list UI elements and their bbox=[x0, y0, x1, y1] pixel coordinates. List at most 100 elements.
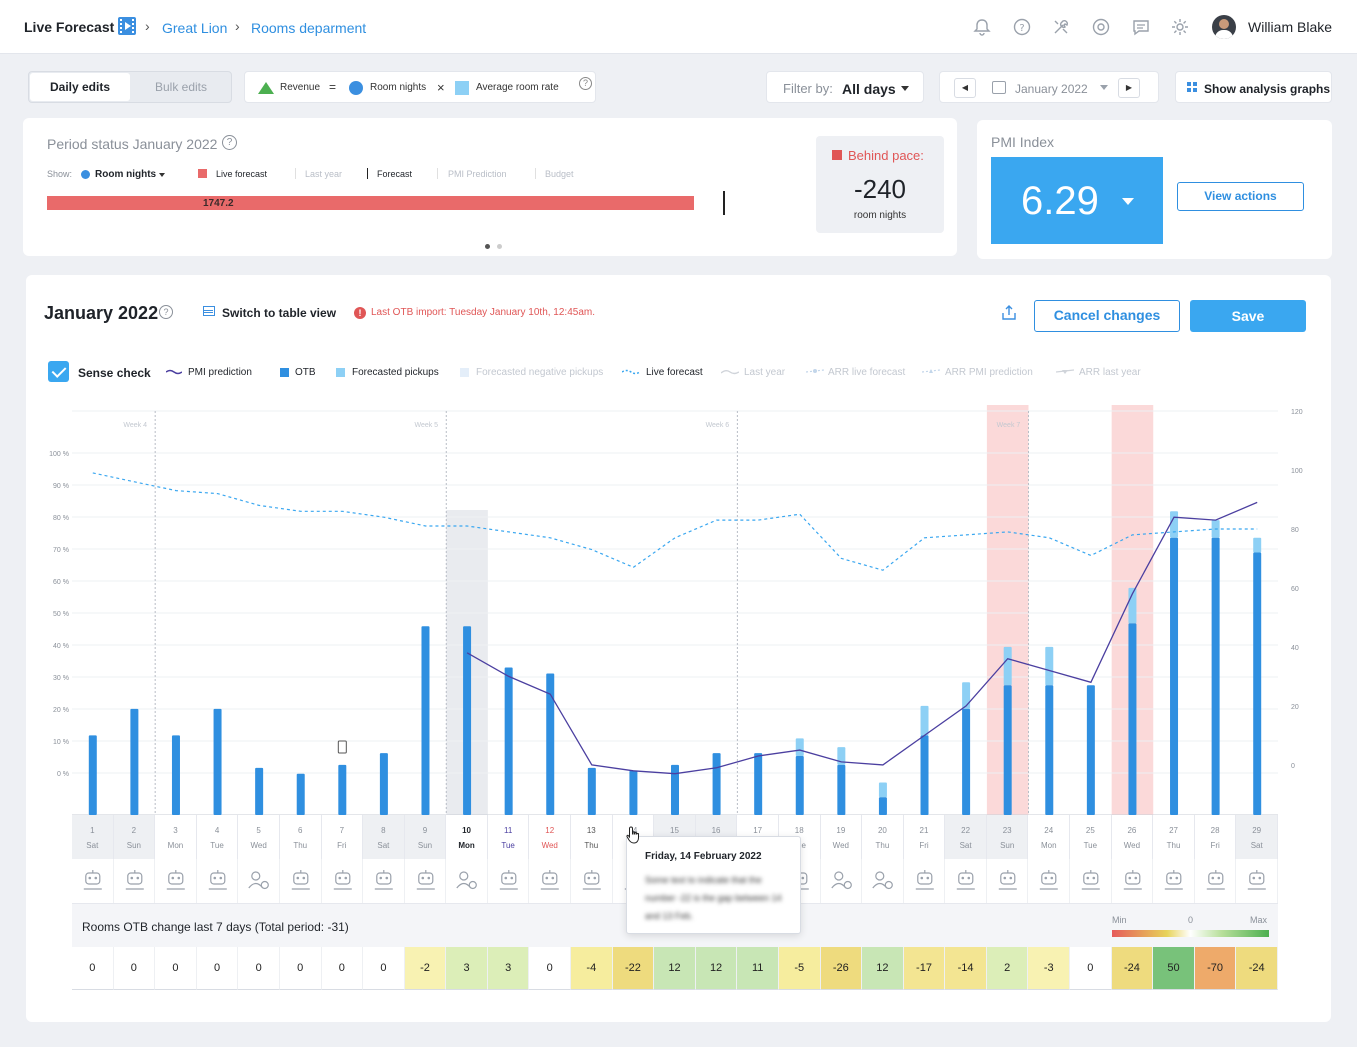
carousel-dot-active[interactable] bbox=[485, 244, 490, 249]
user-settings-icon[interactable] bbox=[446, 859, 488, 903]
help-icon[interactable]: ? bbox=[1012, 17, 1032, 37]
save-button[interactable]: Save bbox=[1190, 300, 1306, 332]
date-cell[interactable]: 23 Sun bbox=[986, 815, 1029, 859]
breadcrumb-department[interactable]: Rooms deparment bbox=[251, 20, 367, 36]
date-cell[interactable]: 27 Thu bbox=[1153, 815, 1195, 859]
date-cell[interactable]: 9 Sun bbox=[404, 815, 447, 859]
date-cell[interactable]: 19 Wed bbox=[820, 815, 863, 859]
robot-icon[interactable] bbox=[904, 859, 946, 903]
otb-change-cell[interactable]: 2 bbox=[986, 947, 1029, 990]
bulk-edits-tab[interactable]: Bulk edits bbox=[154, 80, 208, 94]
robot-icon[interactable] bbox=[1153, 859, 1195, 903]
daily-edits-tab[interactable]: Daily edits bbox=[30, 73, 130, 101]
otb-change-cell[interactable]: 0 bbox=[238, 947, 280, 990]
robot-icon[interactable] bbox=[280, 859, 322, 903]
tools-icon[interactable] bbox=[1051, 17, 1071, 37]
otb-change-cell[interactable]: -24 bbox=[1111, 947, 1154, 990]
breadcrumb-hotel[interactable]: Great Lion bbox=[162, 20, 228, 36]
date-cell[interactable]: 6 Thu bbox=[279, 815, 322, 859]
otb-change-cell[interactable]: -4 bbox=[571, 947, 613, 990]
otb-change-cell[interactable]: 3 bbox=[446, 947, 488, 990]
help-icon[interactable]: ? bbox=[579, 77, 592, 90]
otb-change-cell[interactable]: 0 bbox=[72, 947, 114, 990]
cancel-changes-button[interactable]: Cancel changes bbox=[1034, 300, 1180, 332]
robot-icon[interactable] bbox=[1028, 859, 1071, 903]
legend-live-forecast[interactable]: Live forecast bbox=[216, 169, 268, 179]
otb-change-cell[interactable]: -26 bbox=[820, 947, 863, 990]
otb-change-cell[interactable]: -3 bbox=[1028, 947, 1071, 990]
date-cell[interactable]: 11 Tue bbox=[487, 815, 530, 859]
user-name[interactable]: William Blake bbox=[1248, 19, 1333, 35]
otb-change-cell[interactable]: 12 bbox=[862, 947, 904, 990]
robot-icon[interactable] bbox=[488, 859, 530, 903]
legend-forecasted-negative-pickups[interactable]: Forecasted negative pickups bbox=[476, 367, 604, 378]
robot-icon[interactable] bbox=[322, 859, 364, 903]
caret-down-icon[interactable] bbox=[1122, 198, 1134, 205]
user-settings-icon[interactable] bbox=[862, 859, 904, 903]
switch-table-view-link[interactable]: Switch to table view bbox=[222, 306, 337, 320]
otb-change-cell[interactable]: 12 bbox=[654, 947, 696, 990]
legend-budget[interactable]: Budget bbox=[545, 169, 574, 179]
otb-change-cell[interactable]: -70 bbox=[1194, 947, 1237, 990]
user-settings-icon[interactable] bbox=[238, 859, 280, 903]
date-cell[interactable]: 29 Sat bbox=[1236, 815, 1278, 859]
share-icon[interactable] bbox=[1001, 305, 1017, 321]
otb-change-cell[interactable]: 3 bbox=[487, 947, 530, 990]
date-cell[interactable]: 2 Sun bbox=[113, 815, 156, 859]
date-cell[interactable]: 28 Fri bbox=[1194, 815, 1237, 859]
filter-dropdown[interactable]: Filter by: All days bbox=[766, 71, 924, 103]
bell-icon[interactable] bbox=[972, 17, 992, 37]
otb-change-cell[interactable]: 50 bbox=[1153, 947, 1195, 990]
date-cell[interactable]: 10 Mon bbox=[446, 815, 488, 859]
avatar[interactable] bbox=[1212, 15, 1236, 39]
legend-last-year[interactable]: Last year bbox=[305, 169, 343, 179]
pmi-value-box[interactable]: 6.29 bbox=[991, 157, 1163, 244]
legend-arr-last-year[interactable]: ARR last year bbox=[1079, 367, 1141, 378]
caret-down-icon[interactable] bbox=[159, 173, 165, 177]
robot-icon[interactable] bbox=[1070, 859, 1112, 903]
view-actions-button[interactable]: View actions bbox=[1177, 182, 1304, 211]
show-select[interactable]: Room nights bbox=[95, 169, 157, 180]
otb-change-cell[interactable]: -17 bbox=[903, 947, 946, 990]
table-view-icon[interactable] bbox=[203, 306, 215, 316]
legend-live-forecast[interactable]: Live forecast bbox=[646, 367, 703, 378]
help-icon[interactable]: ? bbox=[222, 135, 237, 150]
robot-icon[interactable] bbox=[114, 859, 156, 903]
date-cell[interactable]: 3 Mon bbox=[155, 815, 197, 859]
otb-change-cell[interactable]: 11 bbox=[737, 947, 779, 990]
date-cell[interactable]: 12 Wed bbox=[529, 815, 572, 859]
legend-pmi-prediction[interactable]: PMI prediction bbox=[188, 367, 252, 378]
show-analysis-graphs-button[interactable]: Show analysis graphs bbox=[1175, 71, 1332, 103]
robot-icon[interactable] bbox=[1195, 859, 1237, 903]
robot-icon[interactable] bbox=[1112, 859, 1154, 903]
robot-icon[interactable] bbox=[571, 859, 613, 903]
otb-change-cell[interactable]: 12 bbox=[695, 947, 738, 990]
robot-icon[interactable] bbox=[197, 859, 239, 903]
legend-arr-live-forecast[interactable]: ARR live forecast bbox=[828, 367, 906, 378]
otb-change-cell[interactable]: -2 bbox=[404, 947, 447, 990]
otb-change-cell[interactable]: -5 bbox=[778, 947, 821, 990]
otb-change-cell[interactable]: 0 bbox=[1070, 947, 1112, 990]
date-cell[interactable]: 26 Wed bbox=[1111, 815, 1154, 859]
chat-icon[interactable] bbox=[1131, 17, 1151, 37]
robot-icon[interactable] bbox=[363, 859, 405, 903]
date-cell[interactable]: 1 Sat bbox=[72, 815, 114, 859]
otb-change-cell[interactable]: 0 bbox=[321, 947, 364, 990]
sense-check-checkbox[interactable] bbox=[48, 361, 69, 382]
video-icon[interactable] bbox=[118, 17, 136, 35]
legend-otb[interactable]: OTB bbox=[295, 367, 316, 378]
robot-icon[interactable] bbox=[945, 859, 987, 903]
date-cell[interactable]: 7 Fri bbox=[321, 815, 364, 859]
prev-month-button[interactable]: ◀ bbox=[954, 78, 976, 98]
robot-icon[interactable] bbox=[72, 859, 114, 903]
date-cell[interactable]: 5 Wed bbox=[238, 815, 280, 859]
settings-badge-icon[interactable] bbox=[1091, 17, 1111, 37]
date-cell[interactable]: 25 Tue bbox=[1070, 815, 1112, 859]
otb-change-cell[interactable]: 0 bbox=[113, 947, 156, 990]
sense-check-label[interactable]: Sense check bbox=[78, 366, 151, 380]
date-cell[interactable]: 4 Tue bbox=[196, 815, 239, 859]
date-cell[interactable]: 24 Mon bbox=[1028, 815, 1071, 859]
otb-change-cell[interactable]: 0 bbox=[279, 947, 322, 990]
otb-change-cell[interactable]: 0 bbox=[155, 947, 197, 990]
user-settings-icon[interactable] bbox=[821, 859, 863, 903]
